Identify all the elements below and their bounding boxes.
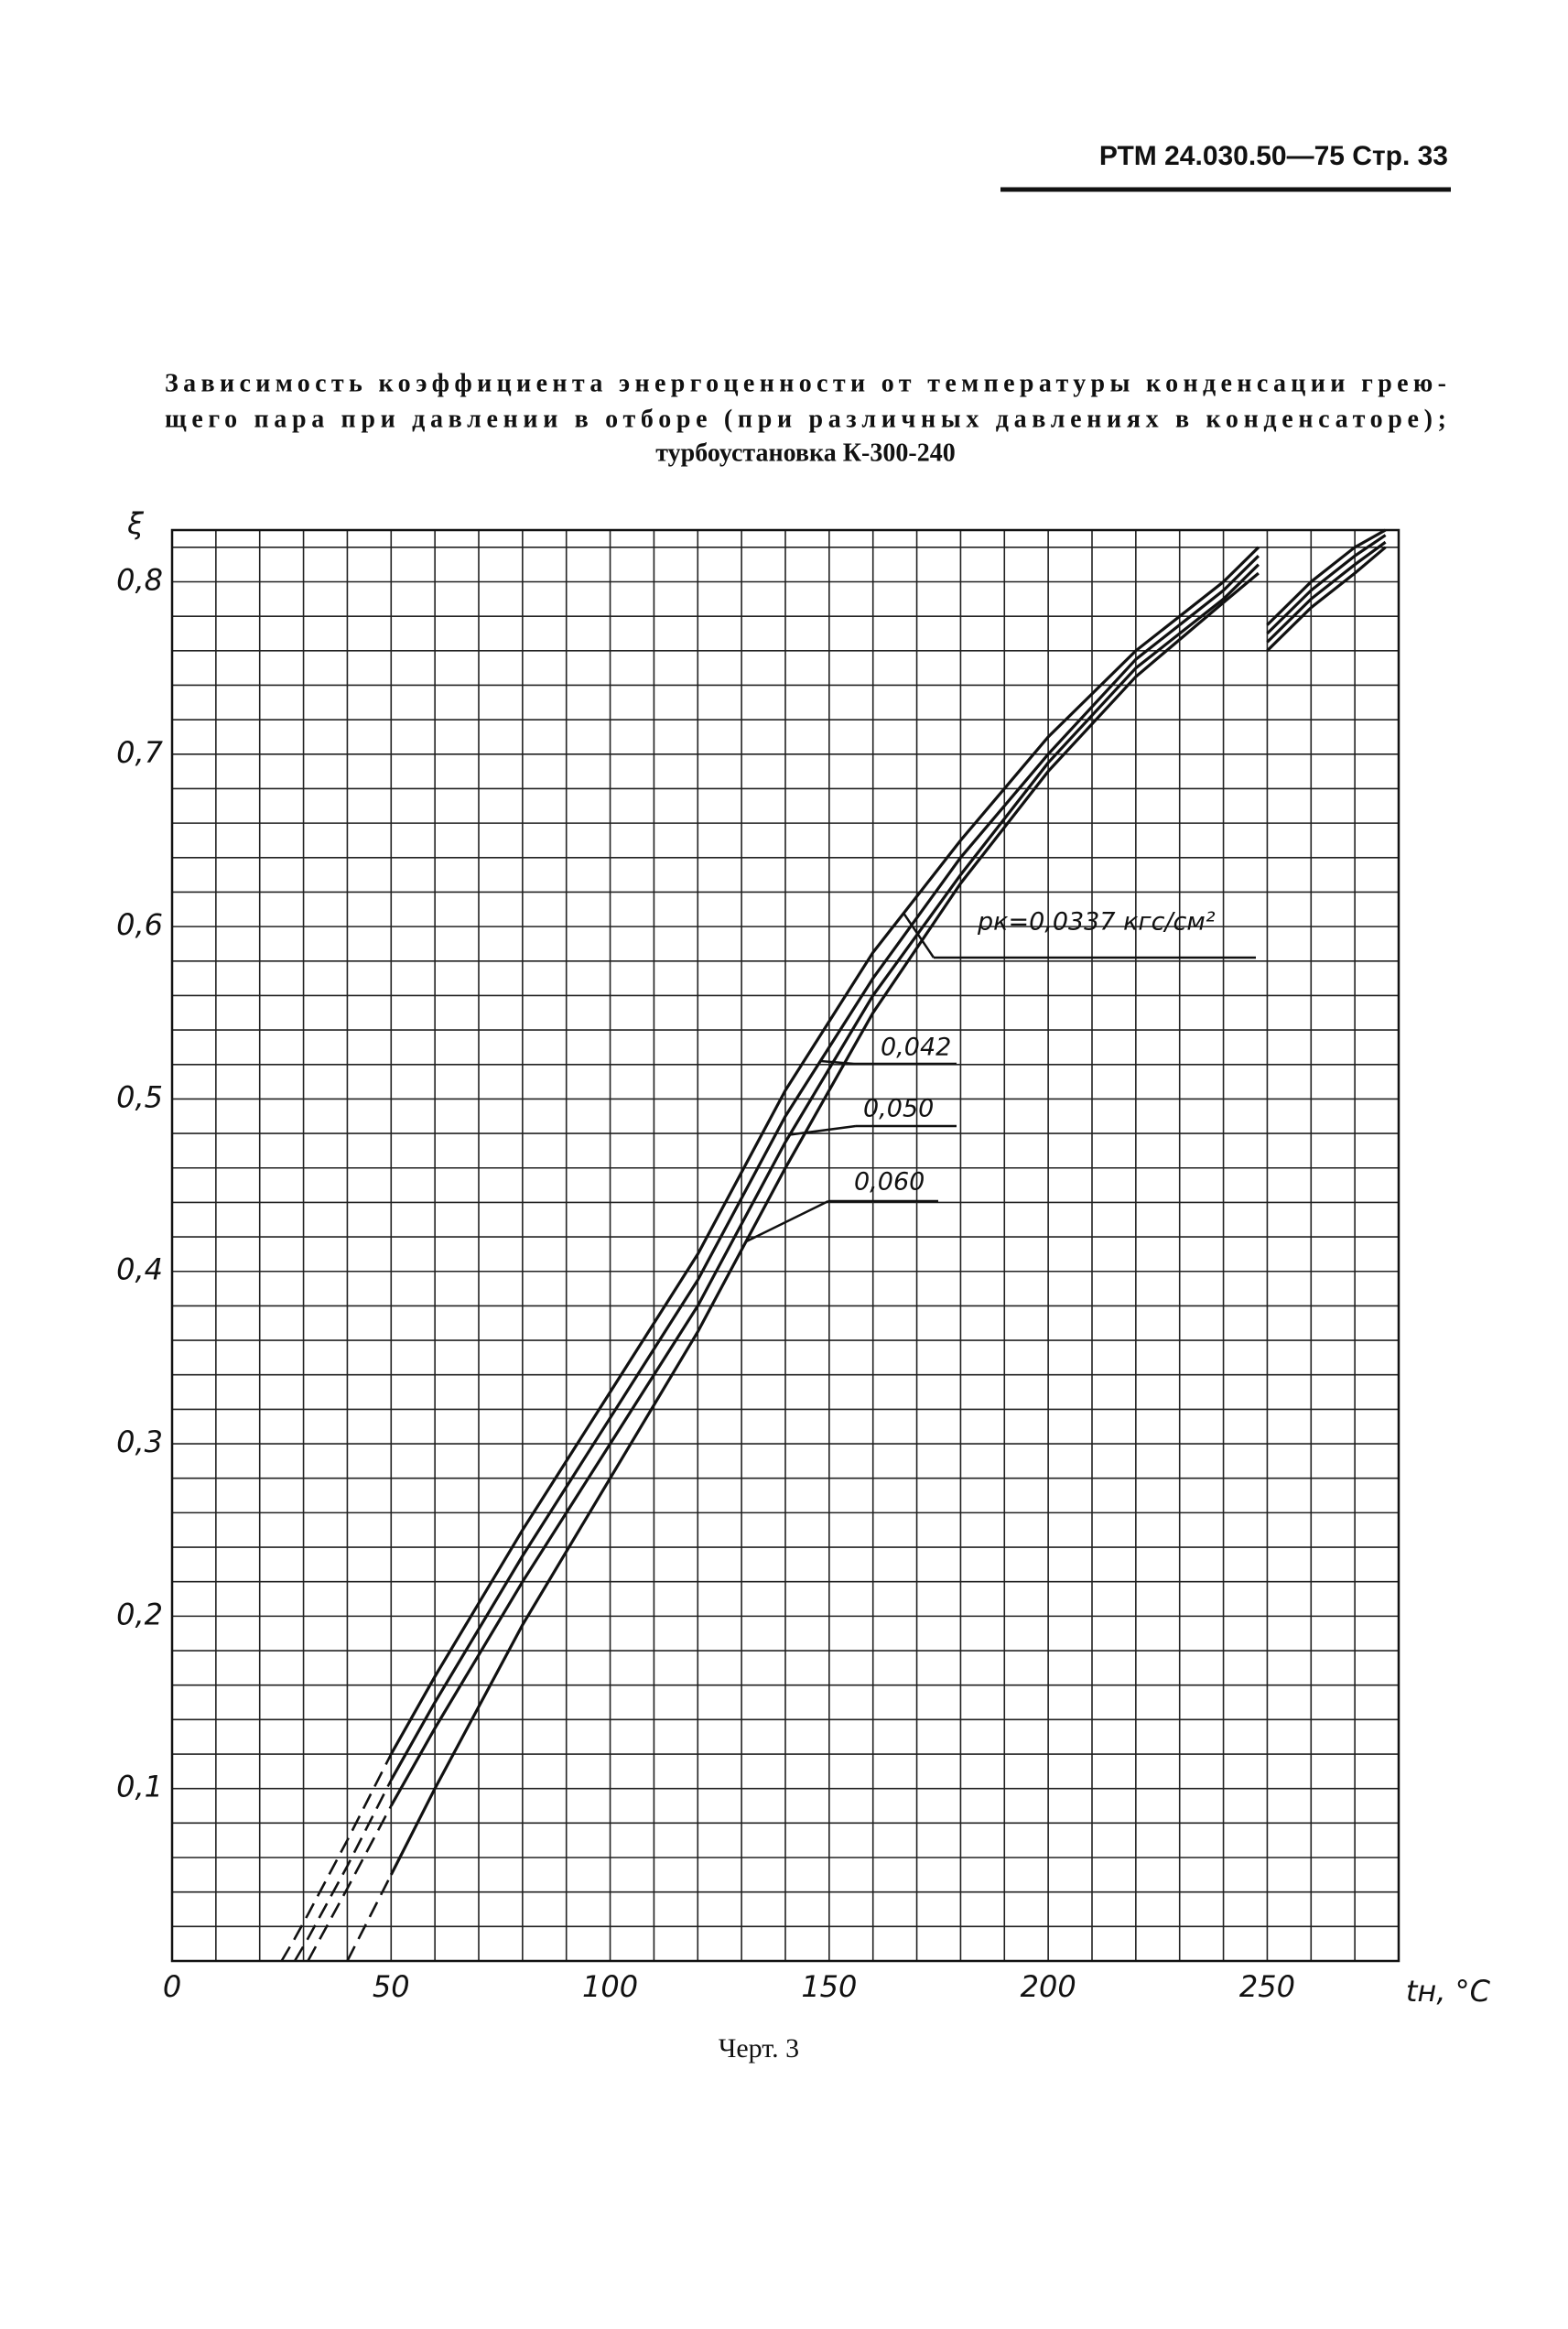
series-line bbox=[389, 563, 1260, 1807]
title-line: Зависимость коэффициента энергоценности … bbox=[165, 369, 1446, 397]
series-line bbox=[389, 546, 1260, 1755]
series-label: 0,042 bbox=[881, 1034, 951, 1062]
page-header: РТМ 24.030.50—75 Стр. 33 bbox=[1099, 141, 1448, 171]
x-tick-label: 0 bbox=[163, 1969, 181, 2004]
series-line-dashed bbox=[293, 1779, 393, 1962]
x-tick-label: 250 bbox=[1239, 1969, 1295, 2004]
y-tick-label: 0,1 bbox=[116, 1770, 163, 1804]
series-line-dashed bbox=[346, 1874, 393, 1962]
label-leader bbox=[745, 1199, 829, 1243]
series-line bbox=[1266, 528, 1387, 626]
series-line bbox=[1266, 534, 1387, 635]
y-tick-label: 0,6 bbox=[116, 907, 163, 942]
x-axis-label: tн, °C bbox=[1406, 1974, 1491, 2009]
label-leader bbox=[820, 1059, 855, 1066]
series-line bbox=[1266, 540, 1387, 644]
label-leader bbox=[903, 912, 935, 959]
x-tick-label: 150 bbox=[801, 1969, 857, 2004]
y-tick-label: 0,5 bbox=[116, 1079, 163, 1114]
series-line bbox=[389, 571, 1260, 1876]
series-line-dashed bbox=[280, 1753, 393, 1962]
series-label: 0,060 bbox=[854, 1168, 925, 1197]
y-tick-label: 0,2 bbox=[116, 1597, 163, 1631]
x-tick-label: 100 bbox=[582, 1969, 638, 2004]
series-line bbox=[389, 555, 1260, 1782]
series-line bbox=[1266, 546, 1387, 652]
x-tick-label: 200 bbox=[1021, 1969, 1076, 2004]
x-tick-label: 50 bbox=[373, 1969, 410, 2004]
series-line-dashed bbox=[307, 1804, 393, 1962]
series-label: pк=0,0337 кгс/см² bbox=[977, 908, 1216, 937]
title-line: щего пара при давлении в отборе (при раз… bbox=[165, 405, 1446, 433]
y-tick-label: 0,8 bbox=[116, 562, 163, 597]
y-tick-label: 0,3 bbox=[116, 1424, 163, 1459]
series-label: 0,050 bbox=[863, 1095, 934, 1123]
plot-frame bbox=[170, 528, 1400, 1963]
caption: Черт. 3 bbox=[719, 2033, 799, 2064]
title-line: турбоустановка К-300-240 bbox=[655, 439, 955, 467]
label-leader bbox=[789, 1124, 857, 1136]
y-tick-label: 0,4 bbox=[116, 1252, 163, 1287]
y-axis-label: ξ bbox=[126, 506, 145, 541]
y-tick-label: 0,7 bbox=[116, 735, 164, 770]
